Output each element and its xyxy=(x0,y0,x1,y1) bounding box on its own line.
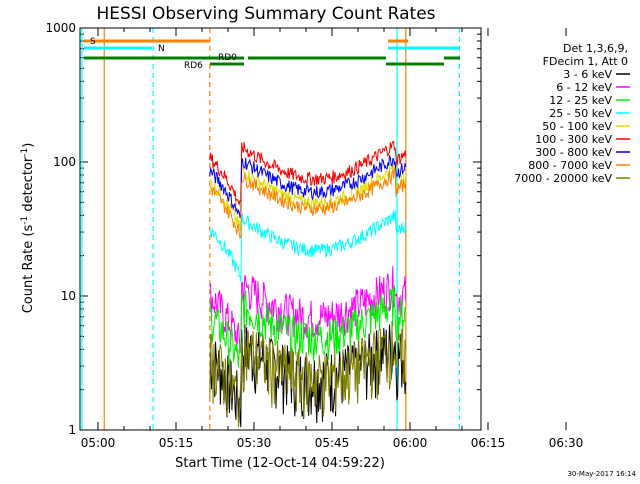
generation-timestamp: 30-May-2017 16:14 xyxy=(567,470,636,478)
legend-label: 3 - 6 keV xyxy=(563,68,612,81)
y-axis-label: Count Rate (s-1 detector-1) xyxy=(20,143,36,314)
x-tick-label: 05:15 xyxy=(159,436,194,450)
series-line xyxy=(209,320,407,428)
legend-label: 25 - 50 keV xyxy=(549,107,612,120)
x-axis-label: Start Time (12-Oct-14 04:59:22) xyxy=(175,456,385,471)
legend-header-line-2: FDecim 1, Att 0 xyxy=(543,55,628,68)
series-line xyxy=(209,285,407,368)
y-tick-label: 1000 xyxy=(45,21,76,35)
legend-header-line-1: Det 1,3,6,9, xyxy=(563,42,628,55)
flag-label: RD0 xyxy=(218,53,237,63)
series-line xyxy=(209,266,407,353)
legend-label: 6 - 12 keV xyxy=(556,81,612,94)
chart-title: HESSI Observing Summary Count Rates xyxy=(96,4,435,24)
legend-label: 50 - 100 keV xyxy=(542,120,612,133)
y-tick-label: 1 xyxy=(68,423,76,437)
legend-label: 7000 - 20000 keV xyxy=(514,172,612,185)
x-tick-label: 06:15 xyxy=(471,436,506,450)
flag-label: RD6 xyxy=(184,61,203,71)
legend-label: 800 - 7000 keV xyxy=(528,159,612,172)
x-tick-label: 06:00 xyxy=(393,436,428,450)
flag-label: N xyxy=(158,44,165,54)
x-tick-label: 05:45 xyxy=(315,436,350,450)
y-tick-label: 100 xyxy=(53,155,76,169)
plot-frame xyxy=(79,27,482,431)
series-line xyxy=(209,162,407,231)
legend-label: 300 - 800 keV xyxy=(535,146,612,159)
x-tick-label: 06:30 xyxy=(549,436,584,450)
series-line xyxy=(209,140,407,207)
series-line xyxy=(209,168,407,240)
x-tick-label: 05:00 xyxy=(81,436,116,450)
legend-label: 12 - 25 keV xyxy=(549,94,612,107)
series-line xyxy=(209,154,407,219)
y-tick-label: 10 xyxy=(61,289,76,303)
series-line xyxy=(209,209,407,283)
x-tick-label: 05:30 xyxy=(237,436,272,450)
legend-label: 100 - 300 keV xyxy=(535,133,612,146)
plot-layer: 1 10 100 1000 05:00 05:15 05:30 05:45 06:00 06:15… xyxy=(45,21,583,450)
flag-label: S xyxy=(90,37,96,47)
